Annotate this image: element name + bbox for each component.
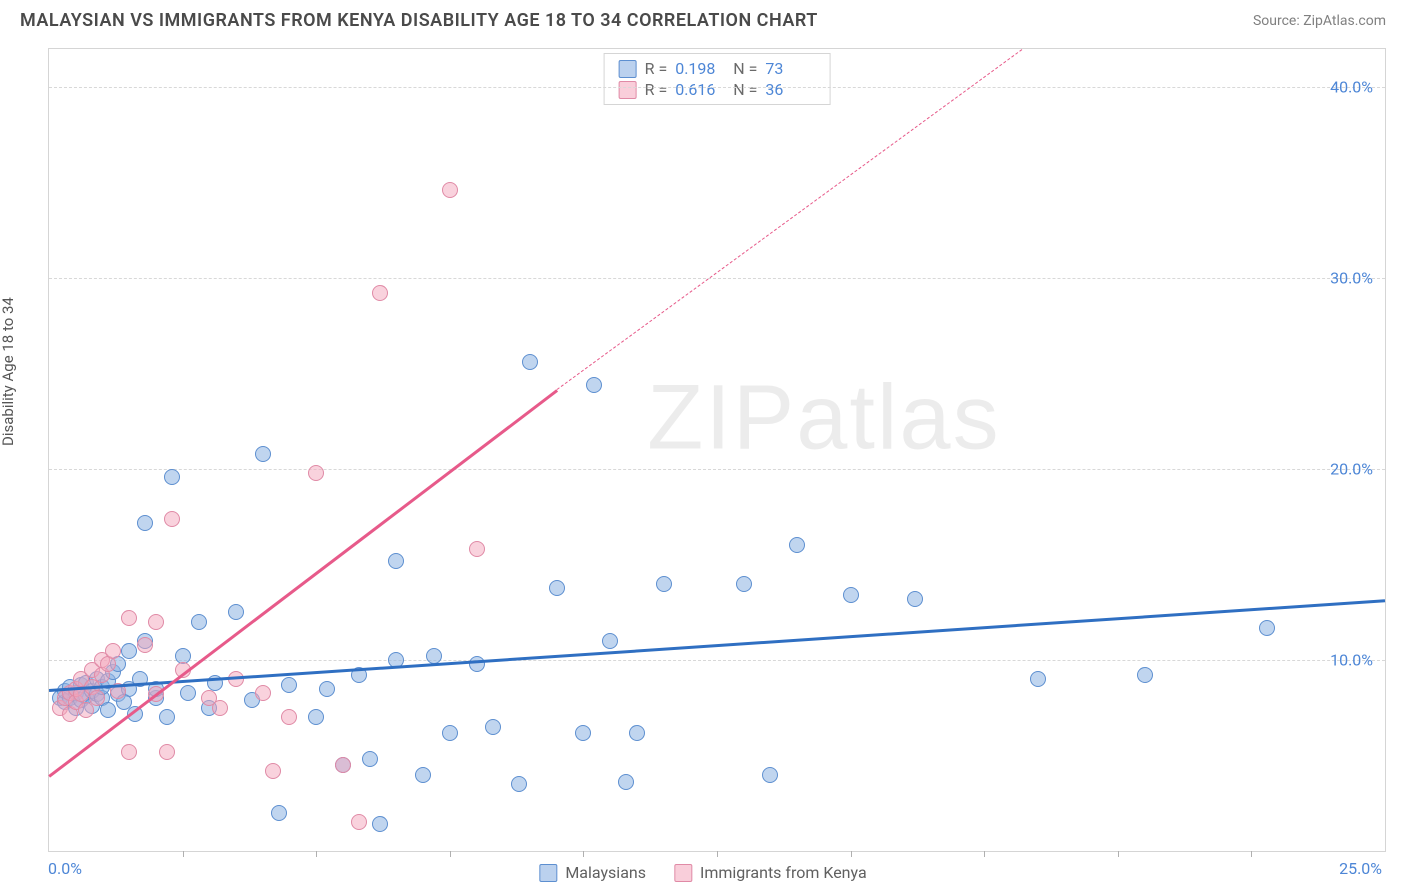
chart-plot-area: ZIPatlas R = 0.198 N = 73 R = 0.616 N = … <box>48 48 1386 852</box>
stats-row-kenya: R = 0.616 N = 36 <box>619 79 816 100</box>
data-point <box>255 685 271 701</box>
data-point <box>575 725 591 741</box>
swatch-blue-icon <box>539 864 557 882</box>
legend-item-malaysians: Malaysians <box>539 863 646 882</box>
source-label: Source: ZipAtlas.com <box>1253 13 1386 29</box>
data-point <box>762 767 778 783</box>
data-point <box>372 816 388 832</box>
data-point <box>180 685 196 701</box>
data-point <box>255 446 271 462</box>
data-point <box>789 537 805 553</box>
chart-title: MALAYSIAN VS IMMIGRANTS FROM KENYA DISAB… <box>20 10 818 31</box>
data-point <box>907 591 923 607</box>
data-point <box>485 719 501 735</box>
data-point <box>522 354 538 370</box>
data-point <box>549 580 565 596</box>
data-point <box>281 709 297 725</box>
data-point <box>281 677 297 693</box>
data-point <box>618 774 634 790</box>
gridline <box>49 469 1385 470</box>
y-tick-label: 40.0% <box>1330 78 1373 97</box>
data-point <box>271 805 287 821</box>
data-point <box>137 515 153 531</box>
data-point <box>442 725 458 741</box>
data-point <box>362 751 378 767</box>
data-point <box>843 587 859 603</box>
y-tick-label: 30.0% <box>1330 269 1373 288</box>
data-point <box>656 576 672 592</box>
data-point <box>148 614 164 630</box>
data-point <box>1030 671 1046 687</box>
y-axis-label: Disability Age 18 to 34 <box>0 297 17 446</box>
swatch-pink-icon <box>674 864 692 882</box>
data-point <box>164 511 180 527</box>
x-axis-origin-label: 0.0% <box>48 859 82 878</box>
gridline <box>49 87 1385 88</box>
data-point <box>415 767 431 783</box>
data-point <box>159 709 175 725</box>
x-tick <box>583 851 584 857</box>
data-point <box>1259 620 1275 636</box>
data-point <box>121 643 137 659</box>
stats-legend-box: R = 0.198 N = 73 R = 0.616 N = 36 <box>604 53 831 105</box>
data-point <box>335 757 351 773</box>
data-point <box>121 744 137 760</box>
x-tick <box>316 851 317 857</box>
data-point <box>121 610 137 626</box>
data-point <box>388 553 404 569</box>
data-point <box>586 377 602 393</box>
x-axis-max-label: 25.0% <box>1339 859 1382 878</box>
legend-item-kenya: Immigrants from Kenya <box>674 863 867 882</box>
data-point <box>89 690 105 706</box>
x-tick <box>1118 851 1119 857</box>
data-point <box>1137 667 1153 683</box>
data-point <box>469 656 485 672</box>
data-point <box>511 776 527 792</box>
swatch-pink-icon <box>619 81 637 99</box>
y-tick-label: 10.0% <box>1330 651 1373 670</box>
x-tick <box>717 851 718 857</box>
regression-line <box>49 599 1385 691</box>
data-point <box>159 744 175 760</box>
data-point <box>372 285 388 301</box>
data-point <box>351 814 367 830</box>
data-point <box>602 633 618 649</box>
x-tick <box>1251 851 1252 857</box>
regression-line <box>48 389 557 777</box>
data-point <box>228 604 244 620</box>
data-point <box>469 541 485 557</box>
x-tick <box>450 851 451 857</box>
data-point <box>308 709 324 725</box>
data-point <box>164 469 180 485</box>
data-point <box>736 576 752 592</box>
data-point <box>265 763 281 779</box>
data-point <box>308 465 324 481</box>
data-point <box>137 637 153 653</box>
data-point <box>105 643 121 659</box>
data-point <box>629 725 645 741</box>
x-tick <box>183 851 184 857</box>
stats-row-malaysians: R = 0.198 N = 73 <box>619 58 816 79</box>
data-point <box>191 614 207 630</box>
swatch-blue-icon <box>619 60 637 78</box>
data-point <box>442 182 458 198</box>
legend-bottom: Malaysians Immigrants from Kenya <box>539 863 866 882</box>
x-tick <box>984 851 985 857</box>
gridline <box>49 660 1385 661</box>
data-point <box>212 700 228 716</box>
gridline <box>49 278 1385 279</box>
data-point <box>319 681 335 697</box>
y-tick-label: 20.0% <box>1330 460 1373 479</box>
watermark: ZIPatlas <box>647 365 1000 470</box>
x-tick <box>851 851 852 857</box>
